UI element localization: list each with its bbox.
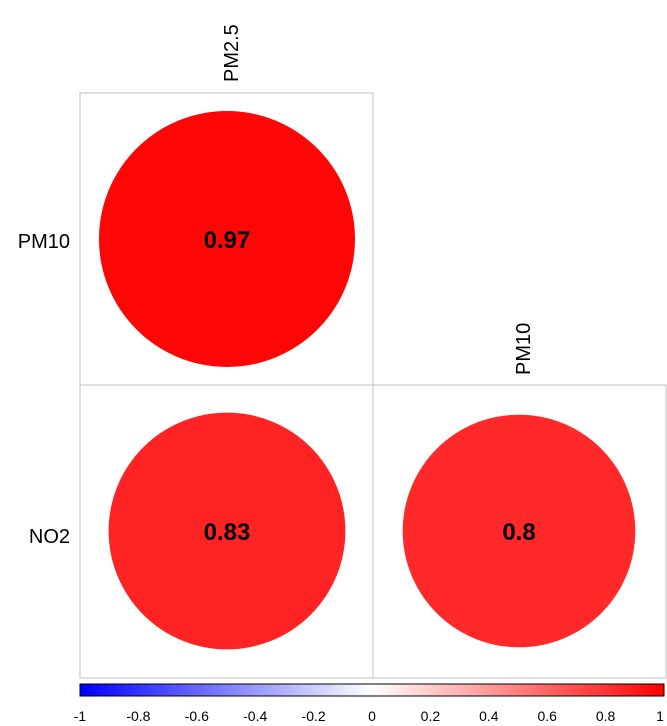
column-label: PM10 bbox=[513, 323, 535, 375]
row-label: PM10 bbox=[18, 231, 70, 253]
colorbar-tick-label: 1 bbox=[656, 708, 664, 724]
correlation-circle bbox=[99, 111, 355, 367]
cell-frame bbox=[372, 384, 667, 679]
colorbar-tick-label: 0.6 bbox=[537, 708, 557, 724]
value-label: 0.8 bbox=[502, 519, 535, 546]
value-label: 0.97 bbox=[204, 227, 251, 254]
colorbar-ticks: -1 -0.8 -0.6 -0.4 -0.2 0 0.2 0.4 0.6 0.8 1 bbox=[74, 708, 664, 724]
colorbar-tick-label: 0 bbox=[368, 708, 376, 724]
colorbar bbox=[79, 683, 665, 697]
colorbar-tick-label: 0.4 bbox=[479, 708, 499, 724]
value-label: 0.83 bbox=[204, 519, 251, 546]
colorbar-tick-label: -0.8 bbox=[126, 708, 150, 724]
correlation-circle bbox=[402, 414, 636, 648]
colorbar-tick-label: -0.2 bbox=[302, 708, 326, 724]
colorbar-tick-label: -0.6 bbox=[185, 708, 209, 724]
row-label: NO2 bbox=[29, 526, 70, 548]
colorbar-tick-label: -0.4 bbox=[243, 708, 267, 724]
colorbar-tick-label: 0.8 bbox=[596, 708, 616, 724]
colorbar-tick-label: -1 bbox=[74, 708, 87, 724]
correlation-circle bbox=[108, 412, 346, 650]
colorbar-tick-label: 0.2 bbox=[421, 708, 441, 724]
column-label: PM2.5 bbox=[221, 24, 243, 82]
